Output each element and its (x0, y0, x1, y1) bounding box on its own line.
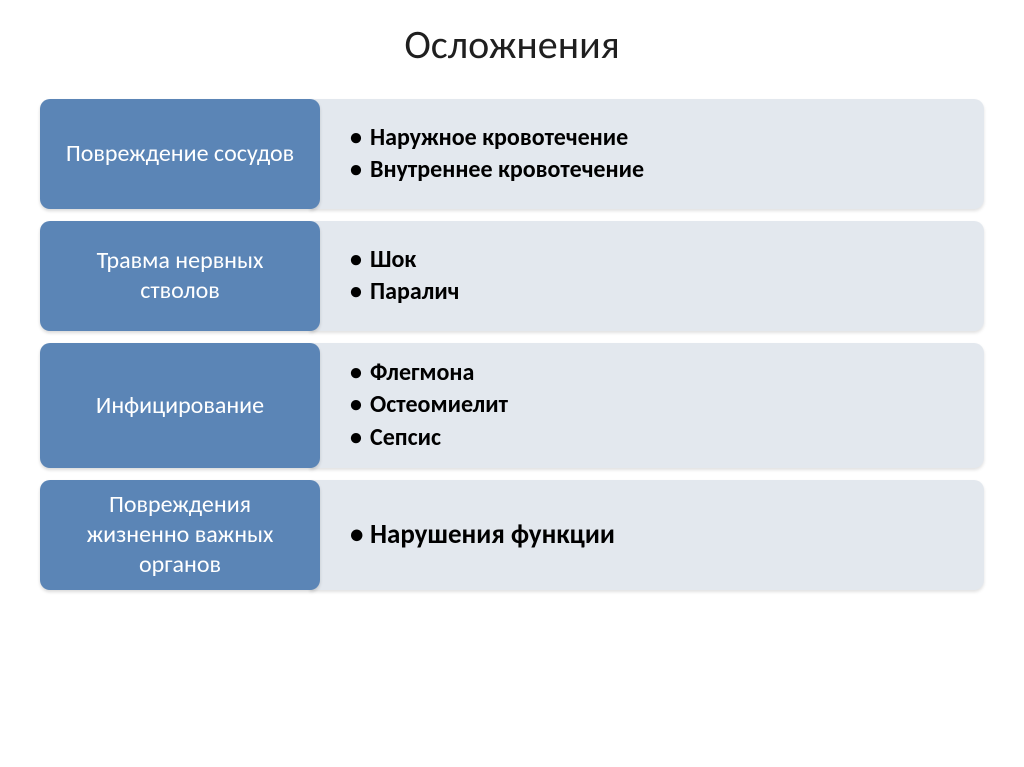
row-label: Повреждения жизненно важных органов (40, 480, 320, 590)
bullet-item: Паралич (348, 276, 964, 308)
bullet-item: Наружное кровотечение (348, 122, 964, 154)
list-row: Инфицирование Флегмона Остеомиелит Сепси… (40, 343, 984, 468)
bullet-item: Флегмона (348, 357, 964, 389)
row-label: Травма нервных стволов (40, 221, 320, 331)
page-title: Осложнения (40, 20, 984, 69)
complications-list: Повреждение сосудов Наружное кровотечени… (40, 99, 984, 590)
row-content: Нарушения функции (310, 480, 984, 590)
bullet-list: Нарушения функции (348, 517, 964, 553)
bullet-item: Остеомиелит (348, 389, 964, 421)
bullet-list: Шок Паралич (348, 244, 964, 309)
bullet-item: Сепсис (348, 422, 964, 454)
row-content: Флегмона Остеомиелит Сепсис (310, 343, 984, 468)
bullet-item: Шок (348, 244, 964, 276)
row-label: Инфицирование (40, 343, 320, 468)
row-content: Наружное кровотечение Внутреннее кровоте… (310, 99, 984, 209)
bullet-item: Нарушения функции (348, 517, 964, 553)
bullet-list: Наружное кровотечение Внутреннее кровоте… (348, 122, 964, 187)
row-content: Шок Паралич (310, 221, 984, 331)
bullet-item: Внутреннее кровотечение (348, 154, 964, 186)
list-row: Повреждение сосудов Наружное кровотечени… (40, 99, 984, 209)
row-label: Повреждение сосудов (40, 99, 320, 209)
list-row: Повреждения жизненно важных органов Нару… (40, 480, 984, 590)
bullet-list: Флегмона Остеомиелит Сепсис (348, 357, 964, 454)
list-row: Травма нервных стволов Шок Паралич (40, 221, 984, 331)
